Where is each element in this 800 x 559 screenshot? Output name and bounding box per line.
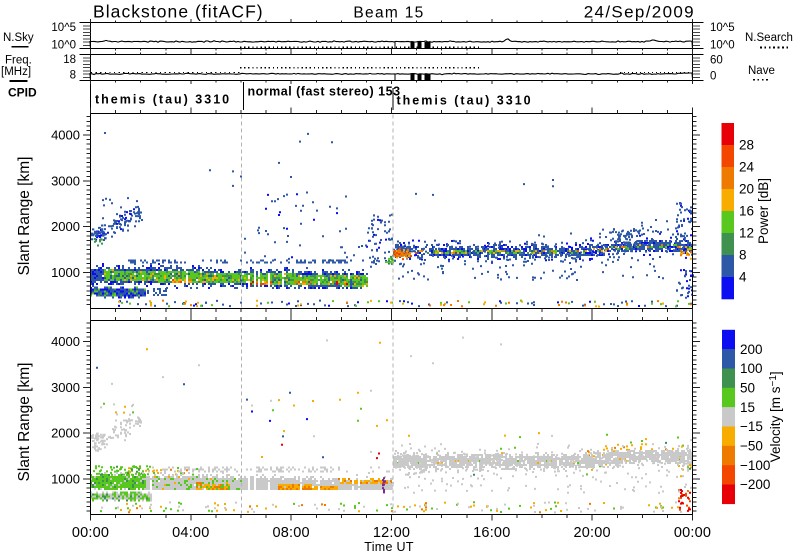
- svg-text:4: 4: [739, 270, 747, 285]
- svg-text:18: 18: [63, 54, 76, 66]
- svg-text:12:00: 12:00: [373, 525, 410, 541]
- svg-text:2000: 2000: [51, 426, 80, 441]
- svg-text:10^5: 10^5: [710, 22, 735, 34]
- svg-text:24: 24: [739, 160, 755, 175]
- svg-text:10^0: 10^0: [51, 40, 76, 52]
- svg-text:60: 60: [710, 55, 723, 67]
- svg-text:4000: 4000: [51, 128, 80, 143]
- svg-text:CPID: CPID: [8, 86, 37, 100]
- svg-text:−15: −15: [740, 419, 763, 434]
- svg-text:50: 50: [740, 381, 755, 396]
- svg-text:Beam 15: Beam 15: [353, 5, 424, 22]
- svg-text:4000: 4000: [51, 334, 80, 349]
- svg-text:normal (fast stereo) 153: normal (fast stereo) 153: [248, 85, 401, 99]
- svg-text:08:00: 08:00: [273, 525, 310, 541]
- svg-text:1000: 1000: [51, 472, 80, 487]
- svg-text:00:00: 00:00: [72, 525, 109, 541]
- svg-text:−200: −200: [740, 477, 770, 492]
- svg-text:Freq.: Freq.: [5, 55, 32, 67]
- svg-text:16:00: 16:00: [473, 525, 510, 541]
- svg-text:−100: −100: [740, 458, 770, 473]
- svg-text:10^5: 10^5: [51, 22, 76, 34]
- svg-text:15: 15: [740, 400, 755, 415]
- svg-text:200: 200: [740, 342, 763, 357]
- svg-text:0: 0: [710, 71, 716, 83]
- svg-text:2000: 2000: [51, 219, 80, 234]
- svg-text:N.Search: N.Search: [745, 32, 793, 44]
- svg-text:28: 28: [739, 138, 754, 153]
- svg-text:04:00: 04:00: [172, 525, 209, 541]
- svg-text:Nave: Nave: [748, 65, 775, 77]
- svg-text:20:00: 20:00: [574, 525, 611, 541]
- svg-text:Slant Range [km]: Slant Range [km]: [16, 157, 33, 276]
- svg-text:Velocity [m s−1]: Velocity [m s−1]: [768, 371, 783, 462]
- svg-text:10^0: 10^0: [710, 40, 735, 52]
- svg-text:[MHz]: [MHz]: [1, 66, 31, 78]
- svg-text:8: 8: [70, 70, 76, 82]
- svg-text:−50: −50: [740, 439, 763, 454]
- svg-text:Power [dB]: Power [dB]: [756, 178, 771, 244]
- svg-text:themis (tau) 3310: themis (tau) 3310: [397, 94, 533, 108]
- svg-text:Time UT: Time UT: [364, 540, 414, 554]
- svg-text:8: 8: [739, 248, 747, 263]
- svg-text:16: 16: [739, 204, 754, 219]
- svg-text:3000: 3000: [51, 380, 80, 395]
- svg-text:3000: 3000: [51, 173, 80, 188]
- svg-text:Slant Range [km]: Slant Range [km]: [16, 363, 33, 482]
- svg-text:24/Sep/2009: 24/Sep/2009: [584, 3, 695, 22]
- svg-text:N.Sky: N.Sky: [3, 32, 34, 44]
- svg-text:1000: 1000: [51, 265, 80, 280]
- svg-text:12: 12: [739, 226, 754, 241]
- svg-text:100: 100: [740, 361, 763, 376]
- svg-text:00:00: 00:00: [674, 525, 711, 541]
- svg-text:20: 20: [739, 182, 754, 197]
- svg-text:Blackstone (fitACF): Blackstone (fitACF): [93, 2, 264, 22]
- svg-text:themis (tau) 3310: themis (tau) 3310: [95, 93, 231, 107]
